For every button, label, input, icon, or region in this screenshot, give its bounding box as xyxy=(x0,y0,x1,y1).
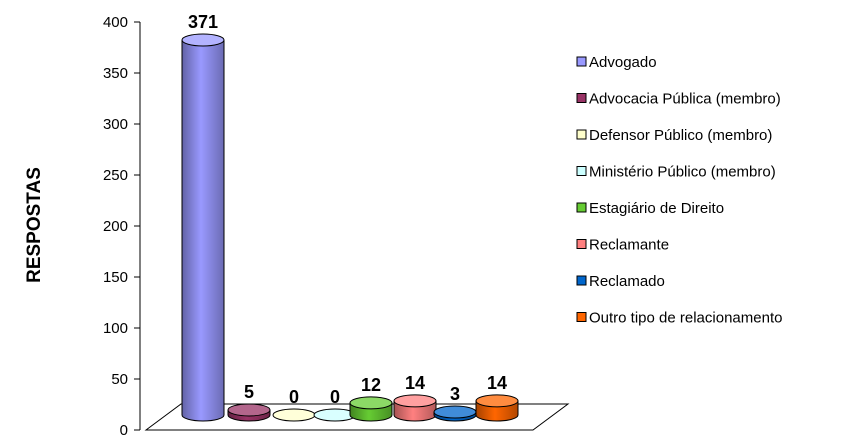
bar-top xyxy=(475,394,519,408)
bar xyxy=(227,403,271,422)
legend-item: Reclamado xyxy=(576,273,665,290)
y-tick-label: 150 xyxy=(103,269,128,286)
legend: Advogado Advocacia Pública (membro) Defens… xyxy=(576,54,782,327)
legend-label: Reclamado xyxy=(589,273,665,290)
legend-swatch xyxy=(576,56,587,67)
legend-item: Estagiário de Direito xyxy=(576,200,724,217)
bar-top xyxy=(227,403,271,417)
legend-label: Defensor Público (membro) xyxy=(589,127,772,144)
data-label: 0 xyxy=(330,387,340,407)
legend-label: Outro tipo de relacionamento xyxy=(589,310,782,327)
legend-swatch xyxy=(576,312,587,322)
bar xyxy=(349,396,393,422)
legend-label: Reclamante xyxy=(589,237,669,254)
legend-swatch xyxy=(576,129,587,140)
data-labels: 371 5 0 0 12 14 3 14 xyxy=(188,12,507,407)
bar-top xyxy=(349,396,393,410)
legend-label: Estagiário de Direito xyxy=(589,200,724,217)
y-tick-label: 200 xyxy=(103,218,128,235)
y-tick-label: 0 xyxy=(120,422,128,436)
y-axis: 0 50 100 150 200 250 300 350 400 xyxy=(103,14,141,436)
y-tick-label: 50 xyxy=(111,371,128,388)
legend-item: Advocacia Pública (membro) xyxy=(576,91,781,108)
legend-swatch xyxy=(576,239,587,249)
data-label: 14 xyxy=(405,373,425,393)
legend-label: Advocacia Pública (membro) xyxy=(589,91,781,108)
y-tick-label: 250 xyxy=(103,167,128,184)
legend-item: Reclamante xyxy=(576,237,669,254)
legend-item: Defensor Público (membro) xyxy=(576,127,772,144)
bar-top xyxy=(433,405,477,419)
legend-swatch xyxy=(576,93,587,103)
y-tick-label: 100 xyxy=(103,320,128,337)
bar xyxy=(181,33,225,422)
legend-swatch xyxy=(576,275,587,286)
bar xyxy=(272,408,316,422)
legend-swatch xyxy=(576,166,587,176)
legend-swatch xyxy=(576,202,587,213)
bar-body xyxy=(181,39,225,422)
bar xyxy=(433,405,477,422)
y-tick-label: 350 xyxy=(103,65,128,82)
bar-top xyxy=(181,33,225,47)
y-tick-label: 400 xyxy=(103,14,128,31)
data-label: 3 xyxy=(450,384,460,404)
legend-item: Ministério Público (membro) xyxy=(576,164,776,181)
y-tick-label: 300 xyxy=(103,116,128,133)
legend-item: Advogado xyxy=(576,54,657,71)
y-axis-label: RESPOSTAS xyxy=(24,167,45,283)
bar-top xyxy=(272,408,316,422)
data-label: 14 xyxy=(487,373,507,393)
data-label: 371 xyxy=(188,12,218,32)
legend-label: Advogado xyxy=(589,54,657,71)
bar-top xyxy=(393,394,437,408)
bars xyxy=(181,33,519,422)
bar xyxy=(475,394,519,422)
bar xyxy=(393,394,437,422)
data-label: 0 xyxy=(289,387,299,407)
legend-label: Ministério Público (membro) xyxy=(589,164,776,181)
data-label: 5 xyxy=(244,382,254,402)
data-label: 12 xyxy=(361,375,381,395)
legend-item: Outro tipo de relacionamento xyxy=(576,310,782,327)
